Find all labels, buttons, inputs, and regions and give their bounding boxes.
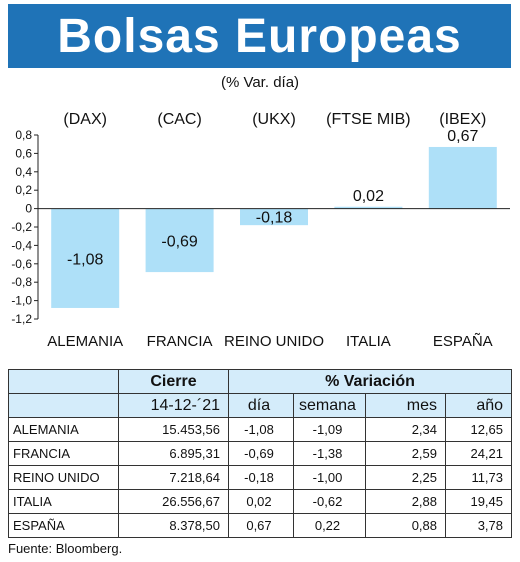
y-tick-label: -0,2 [11,220,32,234]
table-row: ALEMANIA 15.453,56 -1,08 -1,09 2,34 12,6… [8,417,513,442]
row-name: ESPAÑA [8,513,119,538]
row-ano: 11,73 [444,465,513,490]
y-tick-label: 0,4 [15,165,32,179]
row-cierre: 15.453,56 [118,417,229,442]
row-semana: -1,00 [293,465,366,490]
y-tick-label: 0 [25,202,32,216]
y-tick-label: -0,6 [11,257,32,271]
bar [145,208,214,273]
y-tick-label: 0,8 [15,128,32,142]
row-semana: -1,38 [293,441,366,466]
row-name: FRANCIA [8,441,119,466]
data-label: -1,08 [67,251,104,268]
row-semana: -1,09 [293,417,366,442]
table-subheader-ano: año [444,393,513,418]
bar [428,146,497,209]
row-dia: 0,02 [228,489,294,514]
table-subheader-semana: semana [293,393,366,418]
row-name: ALEMANIA [8,417,119,442]
y-tick-label: -0,8 [11,275,32,289]
y-tick-label: -1,0 [11,294,32,308]
table-subheader-empty [8,393,119,418]
bar [51,208,120,308]
row-semana: -0,62 [293,489,366,514]
bar [240,208,308,226]
index-label: (UKX) [252,111,296,128]
row-mes: 2,59 [365,441,446,466]
table-sub-header-row: 14-12-´21 día semana mes año [8,393,513,418]
category-label: ALEMANIA [47,333,123,350]
table-header-empty [8,369,119,394]
y-tick-label: 0,2 [15,183,32,197]
row-cierre: 26.556,67 [118,489,229,514]
table-subheader-cierre-date: 14-12-´21 [118,393,229,418]
y-tick-label: 0,6 [15,146,32,160]
row-name: ITALIA [8,489,119,514]
row-mes: 0,88 [365,513,446,538]
row-ano: 24,21 [444,441,513,466]
chart-subtitle: (% Var. día) [220,74,300,91]
source-note: Fuente: Bloomberg. [8,541,123,556]
data-label: 0,02 [353,188,384,205]
table-row: FRANCIA 6.895,31 -0,69 -1,38 2,59 24,21 [8,441,513,466]
row-mes: 2,34 [365,417,446,442]
table-subheader-mes: mes [365,393,446,418]
page-title: Bolsas Europeas [57,9,462,63]
row-cierre: 7.218,64 [118,465,229,490]
data-table: Cierre % Variación 14-12-´21 día semana … [8,369,513,538]
table-row: ITALIA 26.556,67 0,02 -0,62 2,88 19,45 [8,489,513,514]
index-label: (DAX) [63,111,107,128]
table-header-cierre: Cierre [118,369,229,394]
y-tick-label: -1,2 [11,312,32,326]
row-dia: 0,67 [228,513,294,538]
row-ano: 3,78 [444,513,513,538]
bar-chart: 0,8 0,6 0,4 0,2 0 -0,2 -0,4 -0,6 -0,8 -1,0 -1,2 -1,… [11,111,510,350]
row-semana: 0,22 [293,513,366,538]
row-mes: 2,25 [365,465,446,490]
table-header-variacion: % Variación [227,369,513,394]
bar [334,206,403,209]
category-label: ESPAÑA [433,333,493,350]
table-group-header-row: Cierre % Variación [8,369,513,394]
index-label: (FTSE MIB) [326,111,410,128]
category-label: FRANCIA [147,333,213,350]
category-label: REINO UNIDO [224,333,324,350]
table-row: REINO UNIDO 7.218,64 -0,18 -1,00 2,25 11… [8,465,513,490]
row-dia: -0,69 [228,441,294,466]
row-dia: -1,08 [228,417,294,442]
row-ano: 19,45 [444,489,513,514]
row-cierre: 6.895,31 [118,441,229,466]
y-tick-label: -0,4 [11,238,32,252]
title-bar: Bolsas Europeas [8,4,511,68]
data-label: -0,69 [161,233,198,250]
data-label: 0,67 [447,128,478,145]
row-cierre: 8.378,50 [118,513,229,538]
table-row: ESPAÑA 8.378,50 0,67 0,22 0,88 3,78 [8,513,513,538]
table-subheader-dia: día [228,393,294,418]
row-dia: -0,18 [228,465,294,490]
category-label: ITALIA [346,333,391,350]
index-label: (CAC) [157,111,201,128]
row-mes: 2,88 [365,489,446,514]
row-ano: 12,65 [444,417,513,442]
index-label: (IBEX) [439,111,486,128]
data-label: -0,18 [256,210,293,227]
row-name: REINO UNIDO [8,465,119,490]
